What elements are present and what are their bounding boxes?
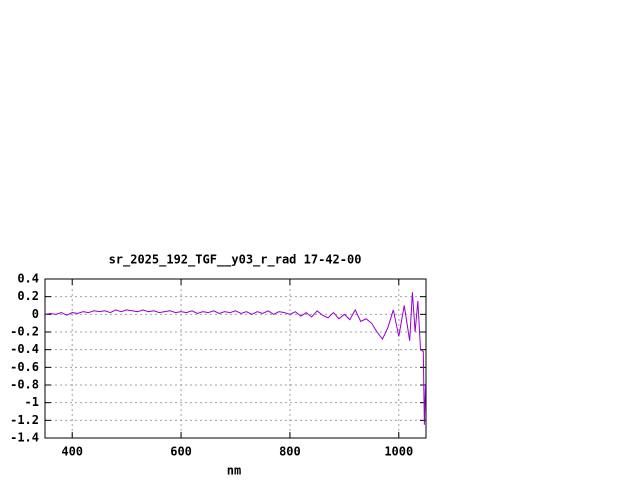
plot-border	[44, 278, 427, 439]
y-tick-label: -0.2	[10, 325, 39, 339]
chart-title: sr_2025_192_TGF__y03_r_rad 17-42-00	[109, 253, 362, 268]
y-tick-label: -0.6	[10, 360, 39, 374]
y-tick-label: -1.2	[10, 413, 39, 427]
x-tick-label: 1000	[384, 445, 413, 459]
y-tick-label: -0.8	[10, 378, 39, 392]
data-line	[44, 292, 426, 425]
y-tick-label: 0	[32, 307, 39, 321]
x-tick-label: 400	[61, 445, 83, 459]
y-tick-label: 0.4	[17, 272, 39, 286]
x-tick-label: 600	[170, 445, 192, 459]
y-tick-label: -1.4	[10, 431, 39, 445]
y-tick-label: 0.2	[17, 289, 39, 303]
y-tick-label: -1	[25, 395, 39, 409]
x-tick-label: 800	[279, 445, 301, 459]
y-tick-label: -0.4	[10, 342, 39, 356]
x-axis-label: nm	[227, 464, 241, 478]
